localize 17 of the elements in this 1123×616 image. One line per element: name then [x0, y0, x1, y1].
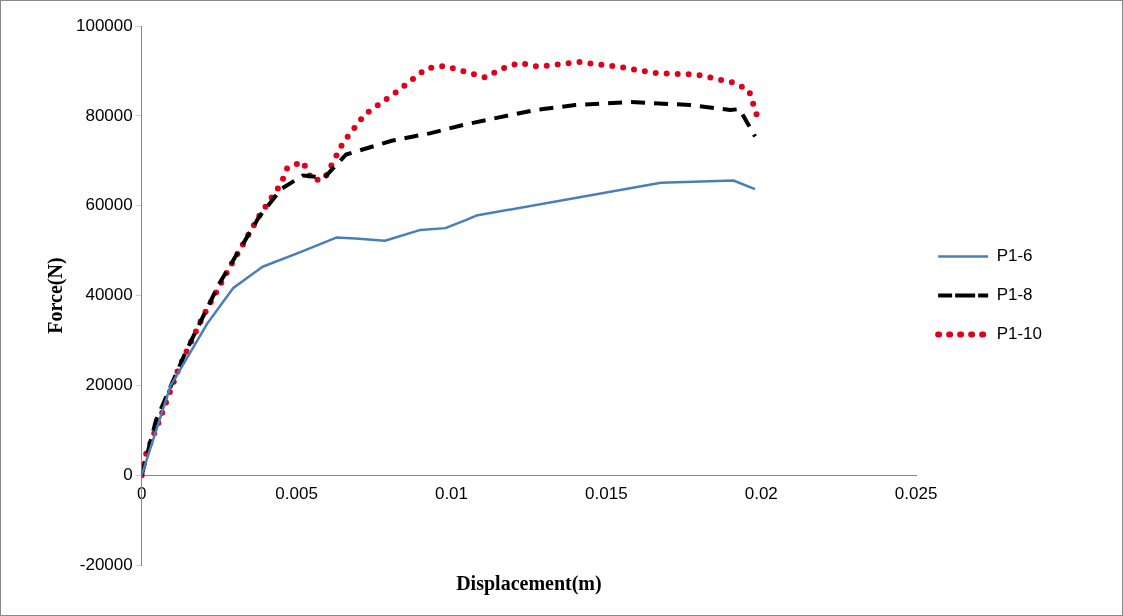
x-axis-title: Displacement(m)	[456, 572, 602, 596]
y-tick-label: 60000	[85, 195, 133, 215]
x-tick-label: 0.005	[275, 484, 318, 504]
y-axis-title: Force(N)	[44, 257, 68, 334]
y-tick-label: 0	[123, 464, 133, 484]
legend-label: P1-10	[996, 324, 1043, 344]
y-tick-label: 20000	[85, 375, 133, 395]
y-tick-label: 80000	[85, 105, 133, 125]
x-tick-label: 0.01	[434, 484, 469, 504]
legend-label: P1-6	[996, 246, 1033, 266]
x-tick-label: 0.02	[744, 484, 778, 504]
y-tick-label: -20000	[79, 554, 133, 574]
x-tick-label: 0.025	[894, 484, 938, 504]
y-tick-label: 100000	[75, 15, 133, 35]
y-tick-label: 40000	[85, 285, 133, 305]
x-tick-label: 0.015	[585, 484, 628, 504]
legend-label: P1-8	[996, 285, 1033, 305]
